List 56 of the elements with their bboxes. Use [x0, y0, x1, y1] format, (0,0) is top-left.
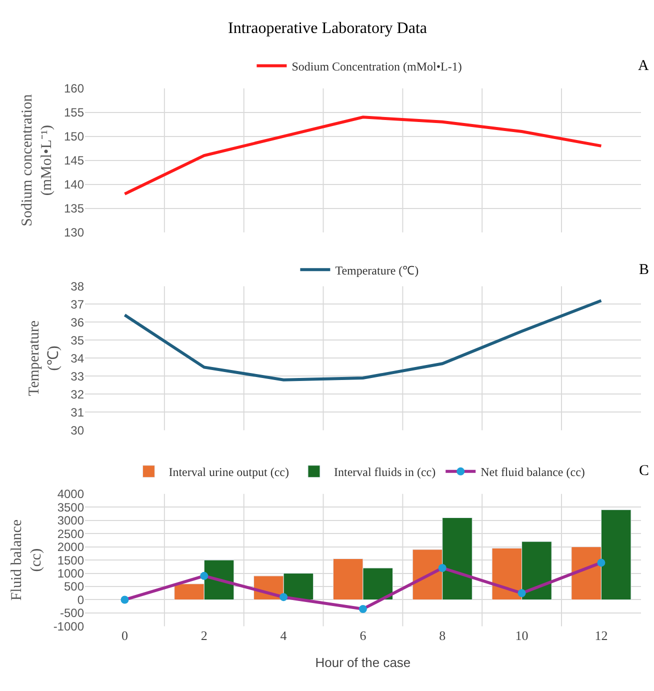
text: C: [639, 463, 650, 479]
y-tick-label: 145: [64, 154, 84, 168]
y-axis-title: Temperature (℃): [26, 320, 62, 396]
y-tick-label: 33: [70, 369, 84, 384]
y-tick-label: 140: [64, 178, 84, 192]
legend-label: Interval fluids in (cc): [334, 465, 436, 480]
x-tick-label: 0: [121, 628, 128, 644]
y-tick-label: 38: [70, 279, 84, 294]
y-tick-label: 160: [64, 82, 84, 96]
y-tick-label: 130: [64, 226, 84, 240]
y-tick-label: 2500: [57, 526, 84, 541]
y-tick-label: 32: [70, 387, 84, 402]
text: B: [639, 262, 650, 278]
point: [120, 596, 129, 604]
point: [518, 589, 526, 598]
legend-label: Temperature (℃): [335, 263, 419, 278]
y-tick-label: 2000: [57, 540, 84, 554]
line-series: [123, 299, 603, 382]
point: [280, 593, 288, 602]
y-tick-label: 135: [64, 202, 84, 216]
y-tick-label: 30: [70, 423, 84, 438]
line-series: [123, 116, 603, 196]
legend-label: Interval urine output (cc): [168, 465, 289, 480]
y-tick-label: -500: [60, 606, 84, 620]
x-tick-label: 8: [439, 628, 446, 644]
x-tick-label: 6: [360, 628, 367, 644]
point: [200, 572, 208, 580]
point: [597, 558, 606, 567]
y-tick-label: 35: [70, 333, 84, 348]
chart-title: Intraoperative Laboratory Data: [228, 20, 428, 37]
y-tick-label: 500: [64, 580, 84, 594]
x-axis-title: Hour of the case: [315, 654, 411, 670]
text: A: [638, 58, 649, 74]
y-tick-label: -1000: [53, 619, 84, 634]
x-tick-label: 10: [515, 628, 528, 644]
point: [358, 605, 367, 613]
y-axis-title: Fluid balance (cc): [9, 519, 45, 601]
y-tick-label: 0: [77, 592, 84, 607]
x-tick-label: 2: [200, 628, 208, 644]
y-tick-label: 34: [70, 351, 84, 366]
y-tick-label: 150: [64, 130, 84, 144]
y-tick-label: 3500: [57, 500, 84, 514]
y-tick-label: 4000: [57, 487, 84, 502]
x-tick-label: 4: [280, 628, 288, 644]
y-tick-label: 1500: [57, 553, 84, 568]
y-tick-label: 36: [70, 315, 84, 330]
x-tick-label: 12: [594, 628, 608, 644]
legend-label: Net fluid balance (cc): [480, 465, 585, 480]
legend-label: Sodium Concentration (mMol•L-1): [292, 59, 462, 74]
y-tick-label: 1000: [57, 566, 84, 580]
y-tick-label: 37: [70, 297, 84, 312]
y-tick-label: 155: [64, 106, 84, 120]
y-tick-label: 31: [70, 405, 84, 420]
point: [438, 564, 446, 572]
y-tick-label: 3000: [57, 514, 84, 528]
y-axis-title: Sodium concentration (mMol•L⁻¹): [20, 94, 56, 226]
